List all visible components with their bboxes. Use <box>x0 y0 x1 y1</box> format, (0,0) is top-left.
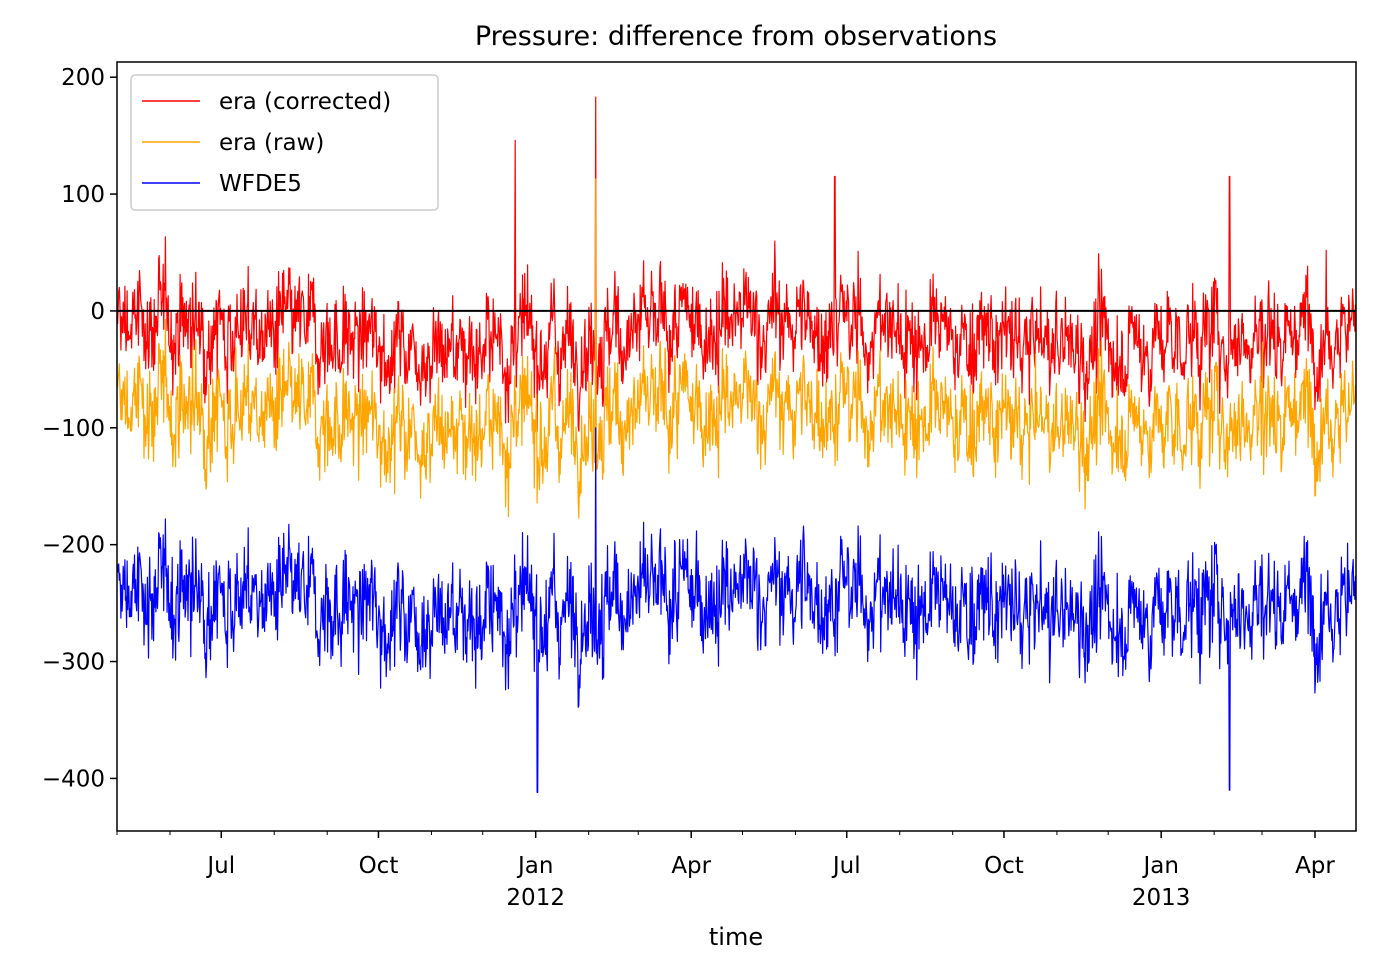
legend-label: era (raw) <box>219 130 324 156</box>
chart-title: Pressure: difference from observations <box>475 21 997 52</box>
legend-label: WFDE5 <box>219 171 302 197</box>
y-tick-label: −200 <box>42 533 105 559</box>
x-tick-label: Jul <box>205 853 235 879</box>
x-tick-year-label: 2012 <box>506 885 565 911</box>
x-tick-label: Apr <box>1295 853 1335 879</box>
series-line-0 <box>117 96 1356 432</box>
y-tick-label: −400 <box>42 766 105 792</box>
legend-label: era (corrected) <box>219 89 391 115</box>
y-tick-label: 200 <box>61 65 105 91</box>
y-tick-label: −300 <box>42 650 105 676</box>
x-tick-year-label: 2013 <box>1132 885 1191 911</box>
legend: era (corrected) era (raw) WFDE5 <box>130 74 439 211</box>
x-tick-label: Jan <box>1141 853 1178 879</box>
legend-box <box>130 74 439 211</box>
x-tick-label: Jul <box>831 853 861 879</box>
y-tick-label: −100 <box>42 416 105 442</box>
x-tick-label: Apr <box>671 853 711 879</box>
x-tick-label: Oct <box>359 853 399 879</box>
x-tick-label: Jan <box>516 853 553 879</box>
y-tick-label: 100 <box>61 182 105 208</box>
plot-area <box>117 96 1356 794</box>
y-tick-label: 0 <box>90 299 105 325</box>
x-axis: Jul Oct Jan 2012 Apr Jul Oct Jan 2013 Apr <box>116 831 1335 911</box>
y-axis: 200 100 0 −100 −200 −300 −400 <box>42 65 117 792</box>
x-axis-title: time <box>709 923 763 951</box>
series-line-2 <box>117 427 1356 794</box>
series-line-1 <box>117 178 1356 519</box>
plot-frame <box>116 61 1357 832</box>
x-tick-label: Oct <box>984 853 1024 879</box>
